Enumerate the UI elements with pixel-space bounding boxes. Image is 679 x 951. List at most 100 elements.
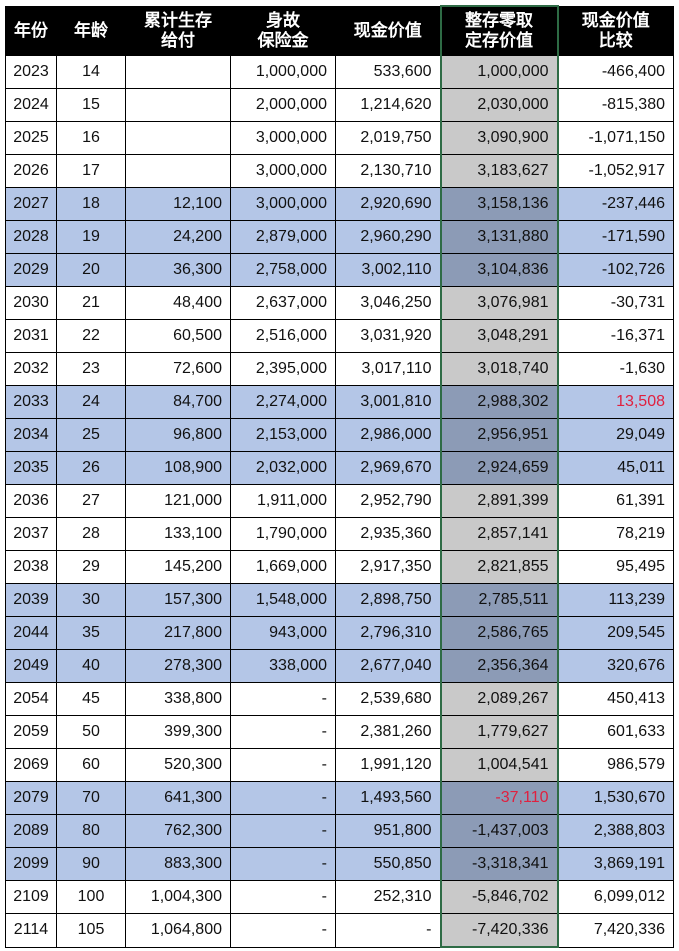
header-cumulative-survival-benefit[interactable]: 累计生存 给付: [125, 5, 231, 56]
cell-cumulative-survival-benefit[interactable]: 762,300: [125, 814, 231, 848]
cell-death-benefit[interactable]: -: [230, 748, 336, 782]
cell-cumulative-survival-benefit[interactable]: [125, 88, 231, 122]
cell-cash-value[interactable]: 533,600: [335, 55, 441, 89]
cell-cumulative-survival-benefit[interactable]: [125, 121, 231, 155]
cell-cash-value-comparison[interactable]: -815,380: [557, 88, 674, 122]
cell-death-benefit[interactable]: 2,758,000: [230, 253, 336, 287]
cell-death-benefit[interactable]: -: [230, 880, 336, 914]
cell-cash-value[interactable]: 2,796,310: [335, 616, 441, 650]
cell-death-benefit[interactable]: -: [230, 715, 336, 749]
cell-death-benefit[interactable]: -: [230, 814, 336, 848]
cell-cash-value[interactable]: 2,539,680: [335, 682, 441, 716]
cell-year[interactable]: 2029: [5, 253, 57, 287]
cell-age[interactable]: 50: [56, 715, 126, 749]
cell-age[interactable]: 29: [56, 550, 126, 584]
cell-cumulative-survival-benefit[interactable]: 84,700: [125, 385, 231, 419]
cell-cash-value[interactable]: 2,917,350: [335, 550, 441, 584]
cell-death-benefit[interactable]: -: [230, 847, 336, 881]
cell-cash-value[interactable]: 550,850: [335, 847, 441, 881]
cell-deposit-value[interactable]: -5,846,702: [439, 880, 559, 914]
cell-cash-value-comparison[interactable]: 7,420,336: [557, 913, 674, 948]
cell-death-benefit[interactable]: 1,000,000: [230, 55, 336, 89]
cell-cash-value[interactable]: 2,130,710: [335, 154, 441, 188]
header-deposit-value[interactable]: 整存零取 定存价值: [439, 5, 559, 56]
cell-age[interactable]: 23: [56, 352, 126, 386]
cell-deposit-value[interactable]: 1,000,000: [439, 55, 559, 89]
cell-year[interactable]: 2033: [5, 385, 57, 419]
cell-cash-value[interactable]: 2,920,690: [335, 187, 441, 221]
cell-cash-value-comparison[interactable]: -16,371: [557, 319, 674, 353]
cell-death-benefit[interactable]: 3,000,000: [230, 154, 336, 188]
cell-cash-value[interactable]: 3,002,110: [335, 253, 441, 287]
cell-year[interactable]: 2032: [5, 352, 57, 386]
cell-deposit-value[interactable]: -37,110: [439, 781, 559, 815]
cell-death-benefit[interactable]: 2,395,000: [230, 352, 336, 386]
cell-cumulative-survival-benefit[interactable]: 108,900: [125, 451, 231, 485]
cell-age[interactable]: 19: [56, 220, 126, 254]
cell-death-benefit[interactable]: 3,000,000: [230, 121, 336, 155]
cell-year[interactable]: 2044: [5, 616, 57, 650]
cell-year[interactable]: 2069: [5, 748, 57, 782]
cell-death-benefit[interactable]: 2,879,000: [230, 220, 336, 254]
cell-deposit-value[interactable]: 2,821,855: [439, 550, 559, 584]
cell-year[interactable]: 2027: [5, 187, 57, 221]
cell-deposit-value[interactable]: 2,030,000: [439, 88, 559, 122]
cell-cash-value[interactable]: 3,046,250: [335, 286, 441, 320]
cell-age[interactable]: 80: [56, 814, 126, 848]
cell-cash-value-comparison[interactable]: 2,388,803: [557, 814, 674, 848]
cell-deposit-value[interactable]: -1,437,003: [439, 814, 559, 848]
cell-cumulative-survival-benefit[interactable]: 278,300: [125, 649, 231, 683]
cell-cash-value-comparison[interactable]: 61,391: [557, 484, 674, 518]
cell-death-benefit[interactable]: 3,000,000: [230, 187, 336, 221]
cell-cash-value[interactable]: 3,001,810: [335, 385, 441, 419]
cell-age[interactable]: 45: [56, 682, 126, 716]
cell-year[interactable]: 2030: [5, 286, 57, 320]
cell-year[interactable]: 2114: [5, 913, 57, 948]
cell-cumulative-survival-benefit[interactable]: 60,500: [125, 319, 231, 353]
cell-deposit-value[interactable]: 2,857,141: [439, 517, 559, 551]
cell-deposit-value[interactable]: 2,089,267: [439, 682, 559, 716]
cell-year[interactable]: 2079: [5, 781, 57, 815]
cell-cash-value[interactable]: 2,986,000: [335, 418, 441, 452]
cell-cash-value-comparison[interactable]: -30,731: [557, 286, 674, 320]
cell-death-benefit[interactable]: 2,000,000: [230, 88, 336, 122]
cell-age[interactable]: 100: [56, 880, 126, 914]
cell-cash-value[interactable]: 3,017,110: [335, 352, 441, 386]
cell-age[interactable]: 27: [56, 484, 126, 518]
cell-death-benefit[interactable]: 2,274,000: [230, 385, 336, 419]
cell-cash-value-comparison[interactable]: 45,011: [557, 451, 674, 485]
cell-cash-value-comparison[interactable]: 450,413: [557, 682, 674, 716]
cell-cash-value[interactable]: 252,310: [335, 880, 441, 914]
cell-deposit-value[interactable]: 2,785,511: [439, 583, 559, 617]
cell-death-benefit[interactable]: 2,153,000: [230, 418, 336, 452]
cell-age[interactable]: 22: [56, 319, 126, 353]
cell-cash-value-comparison[interactable]: 113,239: [557, 583, 674, 617]
cell-cumulative-survival-benefit[interactable]: [125, 55, 231, 89]
cell-year[interactable]: 2026: [5, 154, 57, 188]
cell-year[interactable]: 2054: [5, 682, 57, 716]
cell-cash-value[interactable]: -: [335, 913, 441, 948]
cell-year[interactable]: 2049: [5, 649, 57, 683]
cell-year[interactable]: 2031: [5, 319, 57, 353]
cell-deposit-value[interactable]: 3,076,981: [439, 286, 559, 320]
cell-year[interactable]: 2034: [5, 418, 57, 452]
cell-cash-value-comparison[interactable]: 1,530,670: [557, 781, 674, 815]
cell-cumulative-survival-benefit[interactable]: 217,800: [125, 616, 231, 650]
cell-cash-value-comparison[interactable]: -237,446: [557, 187, 674, 221]
cell-year[interactable]: 2023: [5, 55, 57, 89]
cell-death-benefit[interactable]: 1,548,000: [230, 583, 336, 617]
cell-deposit-value[interactable]: 2,988,302: [439, 385, 559, 419]
cell-age[interactable]: 40: [56, 649, 126, 683]
cell-age[interactable]: 16: [56, 121, 126, 155]
cell-cash-value-comparison[interactable]: 3,869,191: [557, 847, 674, 881]
cell-deposit-value[interactable]: 1,779,627: [439, 715, 559, 749]
cell-cash-value[interactable]: 2,898,750: [335, 583, 441, 617]
cell-cumulative-survival-benefit[interactable]: 641,300: [125, 781, 231, 815]
cell-deposit-value[interactable]: 3,158,136: [439, 187, 559, 221]
cell-death-benefit[interactable]: 338,000: [230, 649, 336, 683]
cell-cash-value[interactable]: 2,952,790: [335, 484, 441, 518]
cell-cumulative-survival-benefit[interactable]: 883,300: [125, 847, 231, 881]
header-cash-value[interactable]: 现金价值: [335, 5, 441, 56]
cell-age[interactable]: 20: [56, 253, 126, 287]
cell-cash-value-comparison[interactable]: 986,579: [557, 748, 674, 782]
